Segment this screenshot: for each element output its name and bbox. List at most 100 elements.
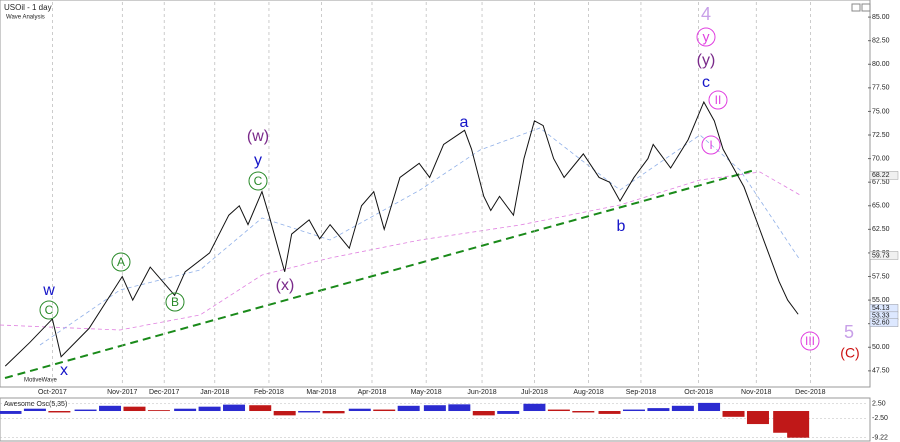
oscillator-bar (322, 411, 345, 414)
price-tag-label: 52.60 (872, 320, 890, 327)
oscillator-bar (448, 404, 471, 412)
oscillator-bar (99, 405, 122, 412)
y-tick-label: 65.00 (872, 203, 890, 210)
x-tick-label: Oct-2017 (38, 389, 67, 396)
chart-title: USOil - 1 day (4, 3, 52, 12)
price-line (4, 100, 799, 367)
x-tick-label: Aug-2018 (573, 389, 603, 396)
oscillator-bar (298, 411, 321, 413)
price-tag-label: 53.33 (872, 313, 890, 320)
wave-label: I (709, 138, 712, 152)
chart-subtitle: Wave Analysis (6, 15, 45, 21)
wave-circle (696, 27, 716, 47)
price-tag (869, 318, 899, 327)
oscillator-bar (74, 409, 97, 412)
y-tick-label: 2.50 (872, 401, 886, 408)
oscillator-bar (572, 411, 595, 413)
x-tick-label: Apr-2018 (358, 389, 387, 396)
wave-circle (248, 171, 268, 191)
wave-label: y (703, 29, 710, 45)
wave-label: (C) (840, 345, 859, 361)
y-tick-label: 80.00 (872, 61, 890, 68)
y-tick-label: 57.50 (872, 273, 890, 280)
wave-label: 5 (844, 322, 854, 342)
wave-label: w (42, 282, 55, 299)
wave-label: (y) (697, 52, 716, 69)
wave-label: III (805, 334, 815, 348)
y-tick-label: 82.50 (872, 38, 890, 45)
oscillator-bar (472, 411, 495, 416)
price-tag-label: 59.73 (872, 252, 890, 259)
wave-label: B (171, 295, 179, 309)
oscillator-bar (0, 411, 22, 414)
y-tick-label: 67.50 (872, 179, 890, 186)
x-tick-label: Sep-2018 (626, 389, 656, 396)
wave-circle (39, 300, 59, 320)
y-tick-label: -2.50 (872, 415, 888, 422)
wave-label: (w) (247, 128, 269, 145)
oscillator-bar (547, 409, 570, 412)
oscillator-bar (223, 404, 246, 412)
oscillator-bar (373, 409, 396, 412)
oscillator-bar (523, 403, 546, 412)
wave-label: (x) (276, 277, 295, 294)
oscillator-bar (671, 405, 694, 412)
oscillator-bar (23, 408, 46, 412)
oscillator-bar (698, 402, 721, 412)
y-tick-label: 75.00 (872, 108, 890, 115)
wave-circle (800, 331, 820, 351)
oscillator-panel (0, 397, 871, 442)
oscillator-bar (423, 405, 446, 412)
wave-circle (708, 90, 728, 110)
wave-circle (111, 252, 131, 272)
x-tick-label: Nov-2018 (741, 389, 771, 396)
x-tick-label: Nov-2017 (107, 389, 137, 396)
y-tick-label: 47.50 (872, 368, 890, 375)
oscillator-bar (348, 408, 371, 412)
x-tick-label: Dec-2018 (795, 389, 825, 396)
x-tick-label: May-2018 (411, 389, 442, 396)
wave-label: a (460, 114, 469, 131)
x-tick-label: Jul-2018 (521, 389, 548, 396)
oscillator-bar (147, 410, 170, 412)
oscillator-bar (722, 411, 745, 417)
x-tick-label: Feb-2018 (254, 389, 284, 396)
x-tick-label: Oct-2018 (684, 389, 713, 396)
y-tick-label: 62.50 (872, 226, 890, 233)
watermark: MotiveWave (24, 378, 57, 384)
wave-label: b (617, 218, 626, 235)
y-tick-label: -9.22 (872, 435, 888, 442)
oscillator-bar (249, 405, 272, 412)
wave-label: x (60, 362, 68, 379)
x-tick-label: Jan-2018 (200, 389, 229, 396)
price-tag-label: 68.22 (872, 172, 890, 179)
toolbar-icons[interactable] (851, 3, 871, 12)
oscillator-bar (174, 408, 197, 412)
y-tick-label: 72.50 (872, 132, 890, 139)
price-tag (869, 251, 899, 260)
oscillator-bar (598, 411, 621, 414)
wave-label: C (45, 303, 54, 317)
wave-label: A (117, 255, 125, 269)
oscillator-bar (787, 411, 810, 438)
oscillator-bar (48, 411, 71, 413)
wave-label: C (254, 174, 263, 188)
oscillator-title: Awesome Osc(5,35) (4, 401, 67, 408)
wave-label: c (702, 74, 710, 91)
y-tick-label: 55.00 (872, 297, 890, 304)
moving-average (39, 127, 801, 346)
wave-circle (701, 135, 721, 155)
x-tick-label: Jun-2018 (467, 389, 496, 396)
x-tick-label: Mar-2018 (306, 389, 336, 396)
oscillator-bar (622, 409, 645, 412)
oscillator-bar (746, 411, 769, 425)
y-tick-label: 77.50 (872, 85, 890, 92)
oscillator-bar (497, 411, 520, 414)
moving-average (0, 171, 801, 331)
price-tag-label: 54.13 (872, 305, 890, 312)
oscillator-bar (273, 411, 296, 416)
wave-label: y (254, 152, 262, 169)
oscillator-bar (397, 405, 420, 412)
wave-label: 4 (701, 4, 711, 24)
